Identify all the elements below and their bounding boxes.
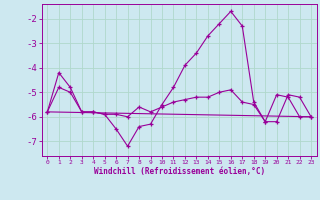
X-axis label: Windchill (Refroidissement éolien,°C): Windchill (Refroidissement éolien,°C) [94, 167, 265, 176]
